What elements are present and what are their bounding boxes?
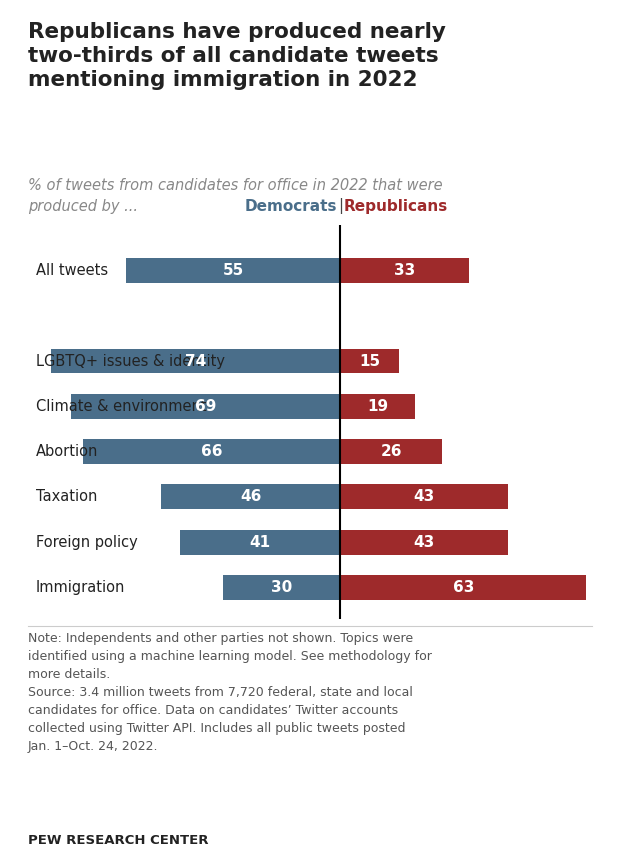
Text: Abortion: Abortion (36, 444, 98, 459)
Text: 30: 30 (271, 580, 293, 595)
Text: Republicans have produced nearly
two-thirds of all candidate tweets
mentioning i: Republicans have produced nearly two-thi… (28, 22, 446, 90)
Text: PEW RESEARCH CENTER: PEW RESEARCH CENTER (28, 834, 208, 847)
Bar (340, 575, 587, 600)
Text: Note: Independents and other parties not shown. Topics were
identified using a m: Note: Independents and other parties not… (28, 632, 432, 753)
Text: LGBTQ+ issues & identity: LGBTQ+ issues & identity (36, 353, 224, 369)
Text: 15: 15 (359, 353, 380, 369)
Bar (340, 484, 508, 509)
Bar (340, 349, 399, 373)
Text: 19: 19 (367, 399, 388, 414)
Text: Democrats: Democrats (245, 199, 337, 214)
Text: All tweets: All tweets (36, 263, 108, 278)
Bar (161, 484, 340, 509)
Bar (71, 394, 340, 419)
Bar (51, 349, 340, 373)
Text: 43: 43 (414, 489, 435, 504)
Bar (340, 439, 442, 464)
Text: % of tweets from candidates for office in 2022 that were
produced by ...: % of tweets from candidates for office i… (28, 178, 443, 214)
Bar (82, 439, 340, 464)
Text: Climate & environment: Climate & environment (36, 399, 206, 414)
Text: 46: 46 (240, 489, 261, 504)
Text: 55: 55 (223, 263, 244, 278)
Text: 66: 66 (201, 444, 222, 459)
Text: 26: 26 (381, 444, 402, 459)
Bar (223, 575, 340, 600)
Text: 43: 43 (414, 534, 435, 550)
Text: Taxation: Taxation (36, 489, 97, 504)
Text: Republicans: Republicans (343, 199, 448, 214)
Bar (340, 394, 415, 419)
Text: 41: 41 (250, 534, 271, 550)
Text: 74: 74 (185, 353, 206, 369)
Text: |: | (338, 198, 343, 214)
Bar (340, 258, 469, 283)
Text: Immigration: Immigration (36, 580, 125, 595)
Bar (180, 530, 340, 554)
Bar (340, 530, 508, 554)
Bar (125, 258, 340, 283)
Text: 69: 69 (195, 399, 216, 414)
Text: Foreign policy: Foreign policy (36, 534, 138, 550)
Text: 63: 63 (453, 580, 474, 595)
Text: 33: 33 (394, 263, 415, 278)
